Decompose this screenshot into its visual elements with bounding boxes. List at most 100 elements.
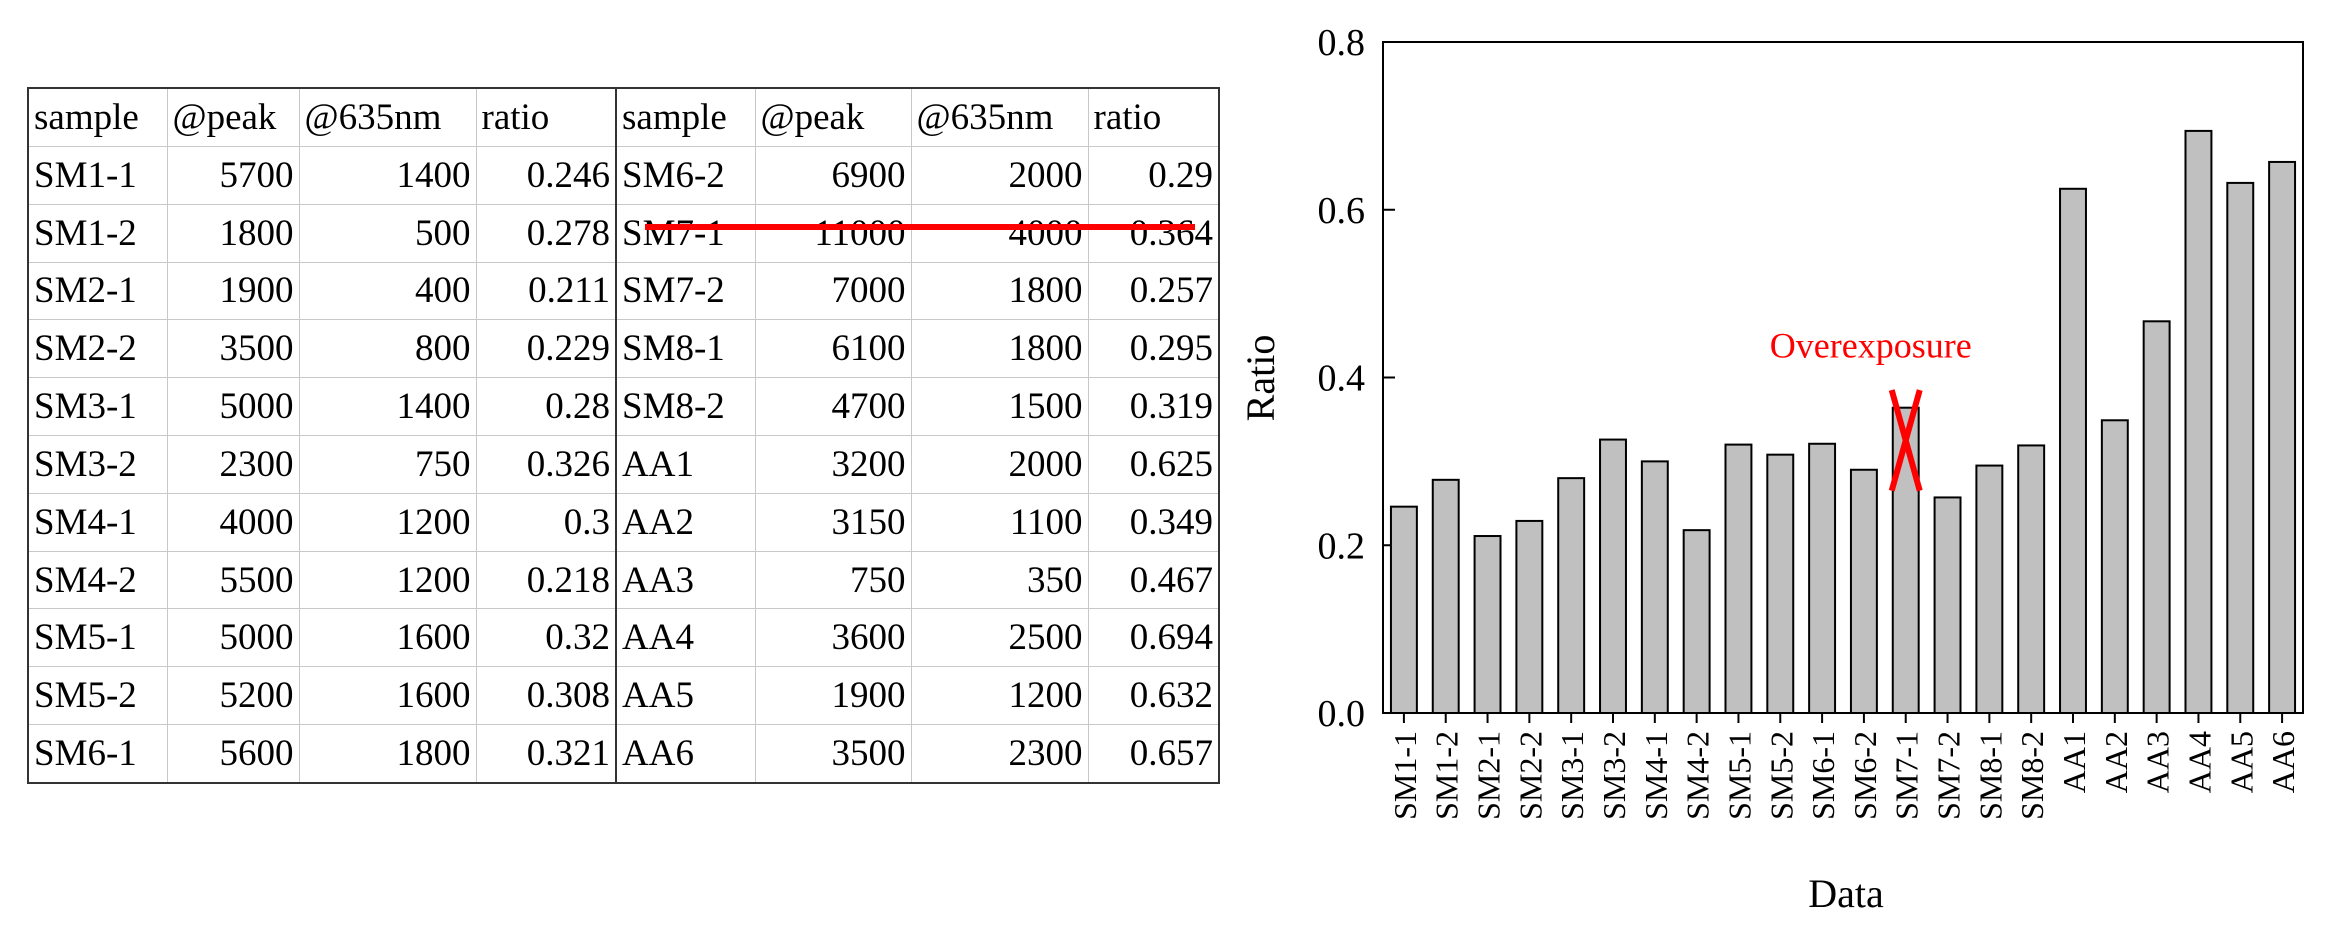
table-header-cell: @peak — [166, 86, 300, 147]
table-cell: AA2 — [615, 492, 756, 552]
bar-sm4-1 — [1640, 460, 1669, 714]
table-cell: 1500 — [910, 377, 1089, 436]
table-header-cell: sample — [615, 86, 756, 147]
x-tick-label: SM5-1 — [1721, 731, 1757, 820]
table-cell: 1200 — [298, 550, 477, 610]
table-cell: AA1 — [615, 434, 756, 494]
table-cell: 0.694 — [1087, 608, 1220, 668]
x-tick-label: AA2 — [2098, 731, 2134, 793]
x-tick-label: AA6 — [2265, 731, 2301, 793]
table-cell: SM1-1 — [27, 145, 168, 205]
table-cell: 800 — [298, 319, 477, 379]
table-cell: 0.28 — [475, 377, 617, 436]
plot-frame — [1382, 41, 2304, 714]
table-cell: 1400 — [298, 377, 477, 436]
bar-aa4 — [2184, 129, 2213, 715]
table-cell: 1200 — [910, 666, 1089, 726]
table-cell: 0.625 — [1087, 434, 1220, 494]
bar-sm3-1 — [1557, 477, 1586, 714]
x-tick-label: SM4-1 — [1638, 731, 1674, 820]
bar-aa1 — [2059, 187, 2087, 714]
table-header-row: sample @peak @635nm ratio sample @peak @635nm r… — [27, 86, 1220, 147]
table-header-cell: sample — [27, 86, 168, 147]
table-cell: SM7-2 — [615, 261, 756, 321]
y-tick-label: 0.6 — [1318, 190, 1366, 232]
table-cell: 0.349 — [1087, 492, 1220, 552]
strike-through-line — [645, 224, 1195, 230]
table-cell: 3500 — [754, 724, 912, 785]
table-cell: SM4-1 — [27, 492, 168, 552]
table-cell: 350 — [910, 550, 1089, 610]
y-tick-label: 0.0 — [1318, 693, 1366, 735]
table-cell: 1200 — [298, 492, 477, 552]
table-cell: 0.218 — [475, 550, 617, 610]
y-tick-label: 0.2 — [1318, 525, 1366, 567]
data-table: sample @peak @635nm ratio sample @peak @635nm r… — [27, 86, 1220, 785]
table-cell: 0.632 — [1087, 666, 1220, 726]
x-tick-label: AA4 — [2181, 731, 2217, 793]
bar-sm2-2 — [1515, 519, 1544, 715]
table-cell: 0.319 — [1087, 377, 1220, 436]
bar-aa6 — [2268, 160, 2297, 715]
bar-sm4-2 — [1682, 529, 1711, 715]
table-cell: 500 — [298, 203, 477, 263]
x-tick-label: AA5 — [2223, 731, 2259, 793]
bar-sm8-2 — [2017, 444, 2046, 714]
bar-aa2 — [2100, 419, 2129, 714]
table-cell: SM7-1 — [615, 203, 756, 263]
table-row: SM5-2 5200 1600 0.308 AA5 1900 1200 0.632 — [27, 666, 1220, 726]
table-cell: 750 — [298, 434, 477, 494]
table-cell: 5000 — [166, 377, 300, 436]
bar-chart: 0.00.20.40.60.8 SM1-1 SM1-2 SM2-1 SM2-2 SM3-… — [1238, 22, 2304, 916]
table-cell: 1800 — [298, 724, 477, 785]
table-cell: 3500 — [166, 319, 300, 379]
table-cell: 7000 — [754, 261, 912, 321]
table-cell: 0.257 — [1087, 261, 1220, 321]
table-cell: SM2-1 — [27, 261, 168, 321]
bar-sm3-2 — [1599, 438, 1627, 714]
table-cell: AA6 — [615, 724, 756, 785]
table-cell: SM8-1 — [615, 319, 756, 379]
table-cell: AA5 — [615, 666, 756, 726]
table-cell: 3150 — [754, 492, 912, 552]
x-tick-label: SM1-1 — [1387, 731, 1423, 820]
x-tick-label: AA1 — [2056, 731, 2092, 793]
bar-sm5-2 — [1766, 453, 1795, 714]
table-cell: SM6-2 — [615, 145, 756, 205]
x-axis-label: Data — [1808, 871, 1884, 916]
table-cell: SM8-2 — [615, 377, 756, 436]
table-cell: SM5-1 — [27, 608, 168, 668]
table-cell: 0.295 — [1087, 319, 1220, 379]
bar-sm2-1 — [1473, 535, 1502, 714]
table-cell: SM3-2 — [27, 434, 168, 494]
x-tick-label: SM8-2 — [2014, 731, 2050, 820]
table-cell: SM4-2 — [27, 550, 168, 610]
x-tick-label: SM7-2 — [1931, 731, 1967, 820]
x-tick-label: SM1-2 — [1429, 731, 1465, 820]
table-cell: 5500 — [166, 550, 300, 610]
bar-sm1-2 — [1431, 478, 1460, 715]
table-cell: 4000 — [166, 492, 300, 552]
cross-mark — [1888, 389, 1923, 492]
table-row: SM3-1 5000 1400 0.28 SM8-2 4700 1500 0.319 — [27, 377, 1220, 436]
table-cell: 0.278 — [475, 203, 617, 263]
bar-aa5 — [2226, 181, 2255, 715]
table-header-cell: @635nm — [910, 86, 1089, 147]
table-cell: 0.229 — [475, 319, 617, 379]
table-cell: 2300 — [166, 434, 300, 494]
table-cell: SM5-2 — [27, 666, 168, 726]
table-cell: 1900 — [166, 261, 300, 321]
table-cell: 1900 — [754, 666, 912, 726]
y-tick-label: 0.4 — [1318, 358, 1366, 400]
x-tick-label: SM3-1 — [1554, 731, 1590, 820]
table-cell: 1800 — [166, 203, 300, 263]
table-cell: AA4 — [615, 608, 756, 668]
table-cell: 5000 — [166, 608, 300, 668]
bar-sm6-2 — [1849, 468, 1878, 715]
table-row: SM2-2 3500 800 0.229 SM8-1 6100 1800 0.295 — [27, 319, 1220, 379]
table-cell: 0.364 — [1087, 203, 1220, 263]
table-cell: 1600 — [298, 666, 477, 726]
table-cell: 3600 — [754, 608, 912, 668]
x-tick-label: SM3-2 — [1596, 731, 1632, 820]
table-cell: 2500 — [910, 608, 1089, 668]
